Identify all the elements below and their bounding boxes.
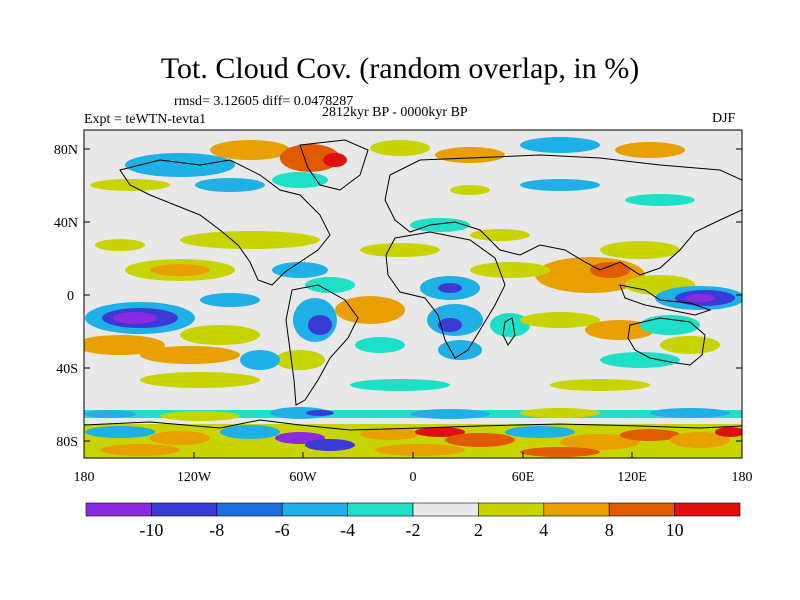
coastlines xyxy=(84,139,742,431)
south-america-outline xyxy=(285,284,359,406)
colorbar-swatch xyxy=(347,502,414,517)
australia-outline xyxy=(627,317,706,366)
plot-background xyxy=(84,130,742,458)
lon-tick-label: 120W xyxy=(177,470,212,485)
africa-outline xyxy=(385,231,506,359)
colorbar: -10 -8 -6 -4 -2 2 4 8 10 xyxy=(85,502,741,540)
colorbar-swatch xyxy=(478,502,545,517)
colorbar-swatch xyxy=(151,502,218,517)
season-label: DJF xyxy=(712,111,736,126)
colorbar-swatch xyxy=(674,502,741,517)
colorbar-label: 8 xyxy=(605,520,614,540)
colorbar-swatch xyxy=(85,502,152,517)
lon-tick-label: 180 xyxy=(732,470,753,485)
greenland-outline xyxy=(299,139,369,191)
antarctica-outline xyxy=(84,419,742,431)
lat-tick-label: 80S xyxy=(56,435,78,450)
lat-tick-label: 0 xyxy=(67,289,74,304)
colorbar-label: 4 xyxy=(539,520,548,540)
colorbar-swatch xyxy=(412,502,479,517)
latitude-axis: 80N 40N 0 40S 80S xyxy=(54,143,742,450)
lat-tick-label: 80N xyxy=(54,143,78,158)
madagascar-outline xyxy=(502,317,516,346)
colorbar-label: -2 xyxy=(406,520,421,540)
longitude-axis: 180 120W 60W 0 60E 120E 180 xyxy=(74,452,753,485)
stats-label: rmsd= 3.12605 diff= 0.0478287 xyxy=(174,94,354,109)
lon-tick-label: 180 xyxy=(74,470,95,485)
colorbar-swatch xyxy=(281,502,348,517)
colorbar-label: -8 xyxy=(209,520,224,540)
map-title: Tot. Cloud Cov. (random overlap, in %) xyxy=(160,52,640,85)
colorbar-swatch xyxy=(216,502,283,517)
north-america-outline xyxy=(119,159,331,286)
period-label: 2812kyr BP - 0000kyr BP xyxy=(322,105,468,120)
colorbar-label: -10 xyxy=(139,520,163,540)
lat-tick-label: 40S xyxy=(56,362,78,377)
colorbar-label: 2 xyxy=(474,520,483,540)
colorbar-swatch xyxy=(543,502,610,517)
colorbar-swatch xyxy=(608,502,675,517)
lat-tick-label: 40N xyxy=(54,216,78,231)
lon-tick-label: 60E xyxy=(512,470,535,485)
colorbar-label: -6 xyxy=(275,520,290,540)
lon-tick-label: 120E xyxy=(617,470,647,485)
experiment-label: Expt = teWTN-tevta1 xyxy=(84,112,207,127)
maritime-continent-outline xyxy=(619,284,712,316)
lon-tick-label: 60W xyxy=(289,470,317,485)
lon-tick-label: 0 xyxy=(410,470,417,485)
colorbar-label: -4 xyxy=(340,520,355,540)
colorbar-label: 10 xyxy=(666,520,684,540)
eurasia-outline xyxy=(384,154,742,276)
